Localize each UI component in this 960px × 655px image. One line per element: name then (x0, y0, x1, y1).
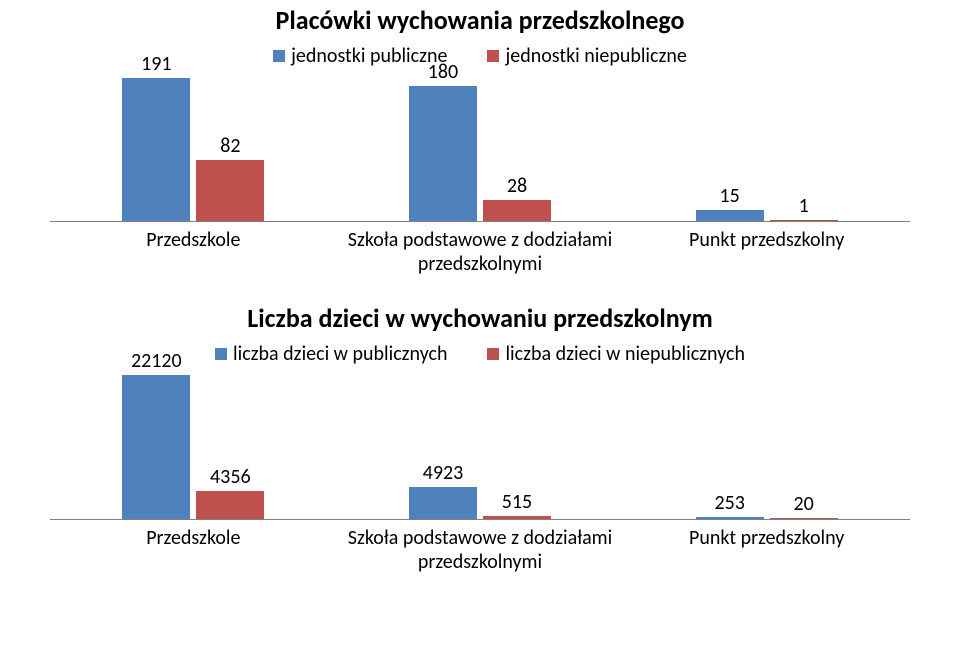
chart2-xlabel-1: Szkoła podstawowe z dodziałami przedszko… (337, 526, 624, 574)
chart1-datalabel-2-1: 1 (799, 194, 809, 218)
chart2-bar-1-1 (483, 516, 551, 519)
chart2-barwrap-2-0: 253 (696, 491, 764, 519)
chart2-datalabel-0-1: 4356 (210, 465, 251, 489)
chart1-group-0: 191 82 (50, 52, 337, 221)
chart1-barwrap-0-0: 191 (122, 52, 190, 221)
chart1-bar-0-1 (196, 160, 264, 222)
chart1-datalabel-0-0: 191 (141, 52, 171, 76)
chart2-group-0: 22120 4356 (50, 349, 337, 519)
chart2-barwrap-0-0: 22120 (122, 349, 190, 519)
chart1-plot: 1918218028151 (50, 72, 910, 222)
chart1-barwrap-2-1: 1 (770, 194, 838, 221)
chart2-datalabel-1-0: 4923 (423, 461, 464, 485)
chart1-xlabel-2: Punkt przedszkolny (623, 228, 910, 276)
chart2-bar-0-0 (122, 375, 190, 519)
chart1-group-2: 15 1 (623, 52, 910, 221)
chart1-datalabel-1-0: 180 (428, 60, 458, 84)
chart2-datalabel-1-1: 515 (502, 490, 532, 514)
chart2-title: Liczba dzieci w wychowaniu przedszkolnym (0, 302, 960, 334)
chart2-datalabel-2-1: 20 (794, 492, 814, 516)
chart2-group-1: 4923 515 (337, 349, 624, 519)
chart1-groups: 191 82 180 28 15 1 (50, 52, 910, 221)
chart2-bar-2-1 (770, 518, 838, 519)
chart1-bar-2-0 (696, 210, 764, 221)
chart2-bar-1-0 (409, 487, 477, 519)
chart2-xaxis: PrzedszkoleSzkoła podstawowe z dodziałam… (50, 526, 910, 574)
chart2-barwrap-1-1: 515 (483, 490, 551, 519)
chart2-xlabel-0: Przedszkole (50, 526, 337, 574)
chart2-plot: 221204356492351525320 (50, 370, 910, 520)
chart1-barwrap-0-1: 82 (196, 134, 264, 222)
chart1-barwrap-1-1: 28 (483, 174, 551, 221)
chart2-bar-2-0 (696, 517, 764, 519)
chart1-datalabel-2-0: 15 (720, 184, 740, 208)
chart1-bar-2-1 (770, 220, 838, 221)
chart-placowki: Placówki wychowania przedszkolnego jedno… (0, 0, 960, 276)
chart1-bar-0-0 (122, 78, 190, 221)
chart-liczba-dzieci: Liczba dzieci w wychowaniu przedszkolnym… (0, 302, 960, 574)
chart2-groups: 22120 4356 4923 515 253 20 (50, 349, 910, 519)
chart1-title: Placówki wychowania przedszkolnego (0, 4, 960, 36)
chart2-datalabel-2-0: 253 (714, 491, 744, 515)
chart1-bar-1-0 (409, 86, 477, 221)
chart1-barwrap-2-0: 15 (696, 184, 764, 221)
chart2-datalabel-0-0: 22120 (131, 349, 182, 373)
chart2-xlabel-2: Punkt przedszkolny (623, 526, 910, 574)
chart2-barwrap-0-1: 4356 (196, 465, 264, 519)
chart1-datalabel-1-1: 28 (507, 174, 527, 198)
chart2-barwrap-1-0: 4923 (409, 461, 477, 519)
chart1-group-1: 180 28 (337, 52, 624, 221)
chart1-bar-1-1 (483, 200, 551, 221)
chart1-xlabel-0: Przedszkole (50, 228, 337, 276)
chart1-barwrap-1-0: 180 (409, 60, 477, 221)
chart2-barwrap-2-1: 20 (770, 492, 838, 519)
chart2-group-2: 253 20 (623, 349, 910, 519)
chart1-xaxis: PrzedszkoleSzkoła podstawowe z dodziałam… (50, 228, 910, 276)
chart1-xlabel-1: Szkoła podstawowe z dodziałami przedszko… (337, 228, 624, 276)
chart1-datalabel-0-1: 82 (220, 134, 240, 158)
chart2-bar-0-1 (196, 491, 264, 519)
